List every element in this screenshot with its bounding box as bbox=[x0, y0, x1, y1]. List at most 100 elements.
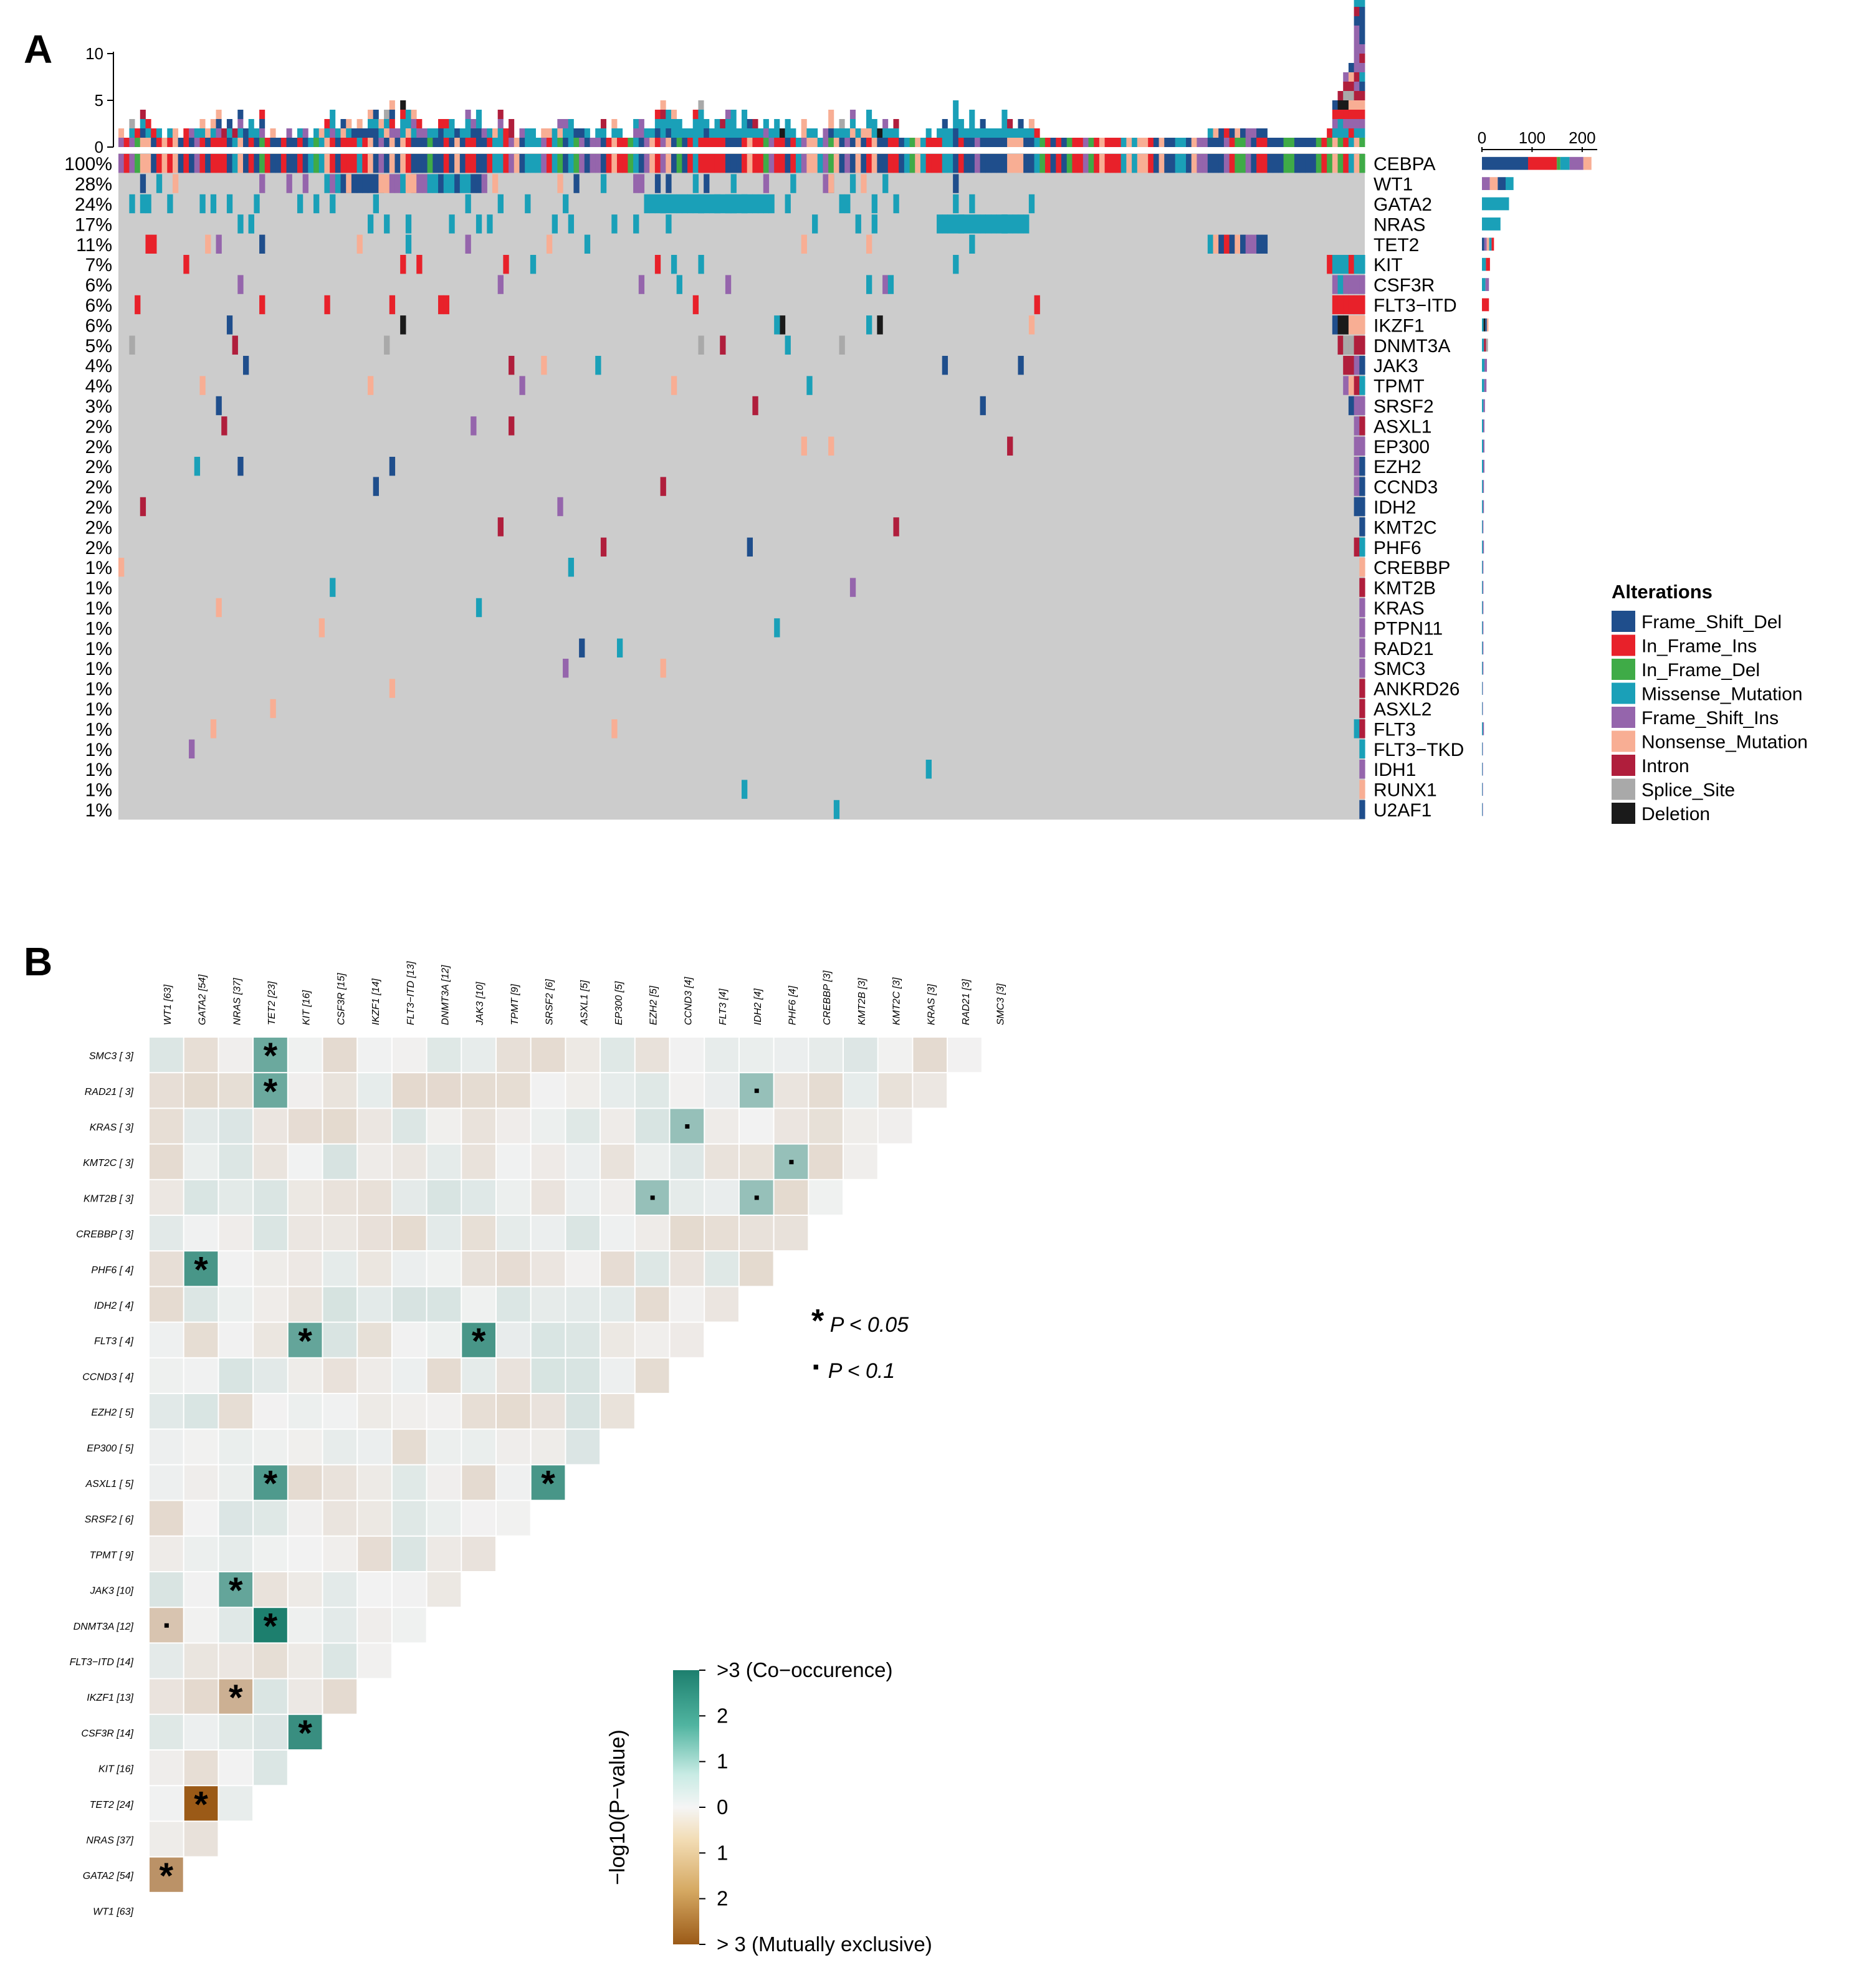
interaction-cell-CREBBP-JAK3 bbox=[462, 1216, 495, 1251]
top-bar-segment bbox=[698, 128, 704, 138]
top-bar-segment bbox=[1034, 138, 1040, 147]
oncoplot-cell-SMC3 bbox=[563, 659, 569, 678]
right-bar-segment-SRSF2 bbox=[1482, 399, 1484, 413]
oncoplot-cell-WT1 bbox=[346, 174, 352, 193]
oncoplot-cell-GATA2 bbox=[704, 194, 710, 214]
top-bar-tick-label: 0 bbox=[95, 138, 103, 156]
oncoplot-cell-NRAS bbox=[812, 214, 818, 234]
top-bar-segment bbox=[1359, 100, 1365, 110]
top-bar-segment bbox=[1223, 128, 1230, 138]
interaction-cell-SRSF2-FLT3−ITD bbox=[392, 1501, 426, 1536]
oncoplot-cell-CEBPA bbox=[471, 154, 477, 173]
oncoplot-cell-DNMT3A bbox=[384, 335, 390, 355]
oncoplot-cell-WT1 bbox=[421, 174, 428, 193]
interaction-cell-ASXL1-TPMT bbox=[497, 1465, 530, 1500]
oncoplot-cell-CEBPA bbox=[384, 154, 390, 173]
sig-legend-p005-text: P < 0.05 bbox=[829, 1313, 909, 1337]
top-bar-segment bbox=[785, 119, 791, 128]
oncoplot-cell-CEBPA bbox=[1007, 154, 1013, 173]
oncoplot-cell-CEBPA bbox=[1256, 154, 1263, 173]
top-bar-segment bbox=[742, 128, 748, 138]
top-bar-segment bbox=[1235, 138, 1241, 147]
oncoplot-cell-WT1 bbox=[471, 174, 477, 193]
right-bar-segment-PHF6 bbox=[1483, 540, 1484, 554]
oncoplot-cell-CEBPA bbox=[758, 154, 764, 173]
oncoplot-cell-CEBPA bbox=[790, 154, 796, 173]
right-bar-segment-IDH1 bbox=[1482, 762, 1483, 776]
top-bar-segment bbox=[1354, 119, 1360, 128]
oncoplot-cell-CEBPA bbox=[698, 154, 704, 173]
top-bar-segment bbox=[866, 119, 872, 128]
oncoplot-cell-WT1 bbox=[492, 174, 499, 193]
oncoplot-cell-TET2 bbox=[151, 234, 157, 254]
top-bar-segment bbox=[752, 119, 758, 128]
interaction-cell-EP300-DNMT3A bbox=[427, 1430, 461, 1465]
top-bar-segment bbox=[362, 128, 368, 138]
gene-name-label: ASXL1 bbox=[1374, 416, 1431, 437]
interaction-cell-FLT3-WT1 bbox=[150, 1322, 183, 1357]
top-bar-segment bbox=[421, 138, 428, 147]
right-bar-segment-SMC3 bbox=[1482, 661, 1483, 675]
top-bar-segment bbox=[1354, 35, 1360, 44]
top-bar-segment bbox=[600, 138, 607, 147]
top-bar-segment bbox=[519, 138, 525, 147]
oncoplot-cell-CEBPA bbox=[1159, 154, 1165, 173]
interaction-cell-JAK3-IKZF1 bbox=[358, 1572, 391, 1607]
interaction-cell-KRAS-CSF3R bbox=[323, 1109, 357, 1144]
oncoplot-cell-CEBPA bbox=[1116, 154, 1122, 173]
interaction-cell-CCND3-IKZF1 bbox=[358, 1358, 391, 1393]
oncoplot-cell-TPMT bbox=[1343, 376, 1349, 395]
interaction-row-label: KMT2B [ 3] bbox=[84, 1193, 134, 1204]
top-bar-segment bbox=[243, 128, 249, 138]
interaction-cell-SMC3-GATA2 bbox=[184, 1038, 218, 1073]
legend-label-Splice_Site: Splice_Site bbox=[1641, 780, 1735, 801]
top-bar-segment bbox=[795, 138, 802, 147]
oncoplot-cell-FLT3−ITD bbox=[1337, 295, 1344, 315]
oncoplot-cell-IKZF1 bbox=[866, 315, 872, 335]
interaction-row-label: KIT [16] bbox=[98, 1764, 134, 1775]
gene-percent-label: 6% bbox=[85, 275, 112, 296]
interaction-cell-IKZF1-WT1 bbox=[150, 1679, 183, 1714]
oncoplot-cell-DNMT3A bbox=[232, 335, 238, 355]
top-bar-segment bbox=[704, 128, 710, 138]
top-bar-segment bbox=[1056, 138, 1062, 147]
right-bar-segment-EZH2 bbox=[1482, 459, 1484, 473]
top-bar-segment bbox=[687, 128, 694, 138]
right-bar-segment-ASXL1 bbox=[1482, 419, 1484, 432]
interaction-cell-KRAS-FLT3 bbox=[705, 1109, 738, 1144]
oncoplot-cell-GATA2 bbox=[709, 194, 715, 214]
top-bar-segment bbox=[432, 138, 439, 147]
oncoplot-cell-GATA2 bbox=[725, 194, 732, 214]
oncoplot-cell-PHF6 bbox=[747, 537, 753, 557]
colorbar-tick-label: >3 (Co−occurence) bbox=[717, 1658, 892, 1681]
top-bar-segment bbox=[953, 128, 959, 138]
right-bar-segment-IKZF1 bbox=[1483, 318, 1486, 332]
interaction-cell-IDH2-FLT3 bbox=[705, 1287, 738, 1322]
gene-percent-label: 2% bbox=[85, 416, 112, 437]
interaction-cell-TPMT-IKZF1 bbox=[358, 1536, 391, 1571]
interaction-col-label: IDH2 [4] bbox=[753, 988, 763, 1025]
top-bar-segment bbox=[974, 128, 981, 138]
interaction-cell-KMT2B-TPMT bbox=[497, 1180, 530, 1215]
oncoplot-cell-GATA2 bbox=[313, 194, 320, 214]
top-bar-segment bbox=[1359, 63, 1365, 72]
oncoplot-cell-CEBPA bbox=[221, 154, 227, 173]
interaction-cell-KRAS-DNMT3A bbox=[427, 1109, 461, 1144]
oncoplot-cell-CEBPA bbox=[394, 154, 401, 173]
right-bar-segment-JAK3 bbox=[1482, 358, 1485, 372]
top-bar-segment bbox=[530, 128, 536, 138]
interaction-cell-PHF6-IKZF1 bbox=[358, 1251, 391, 1286]
oncoplot-cell-GATA2 bbox=[330, 194, 336, 214]
top-bar-segment bbox=[389, 138, 395, 147]
top-bar-segment bbox=[275, 138, 282, 147]
oncoplot-cell-KMT2C bbox=[497, 517, 504, 537]
oncoplot-cell-NRAS bbox=[996, 214, 1002, 234]
top-bar-segment bbox=[286, 128, 292, 138]
oncoplot-cell-TPMT bbox=[1359, 376, 1365, 395]
right-bar-segment-KRAS bbox=[1482, 601, 1483, 614]
oncoplot-cell-CEBPA bbox=[237, 154, 244, 173]
interaction-cell-FLT3−ITD-GATA2 bbox=[184, 1643, 218, 1678]
interaction-cell-KMT2B-JAK3 bbox=[462, 1180, 495, 1215]
oncoplot-cell-WT1 bbox=[882, 174, 889, 193]
top-bar-segment bbox=[183, 138, 189, 147]
